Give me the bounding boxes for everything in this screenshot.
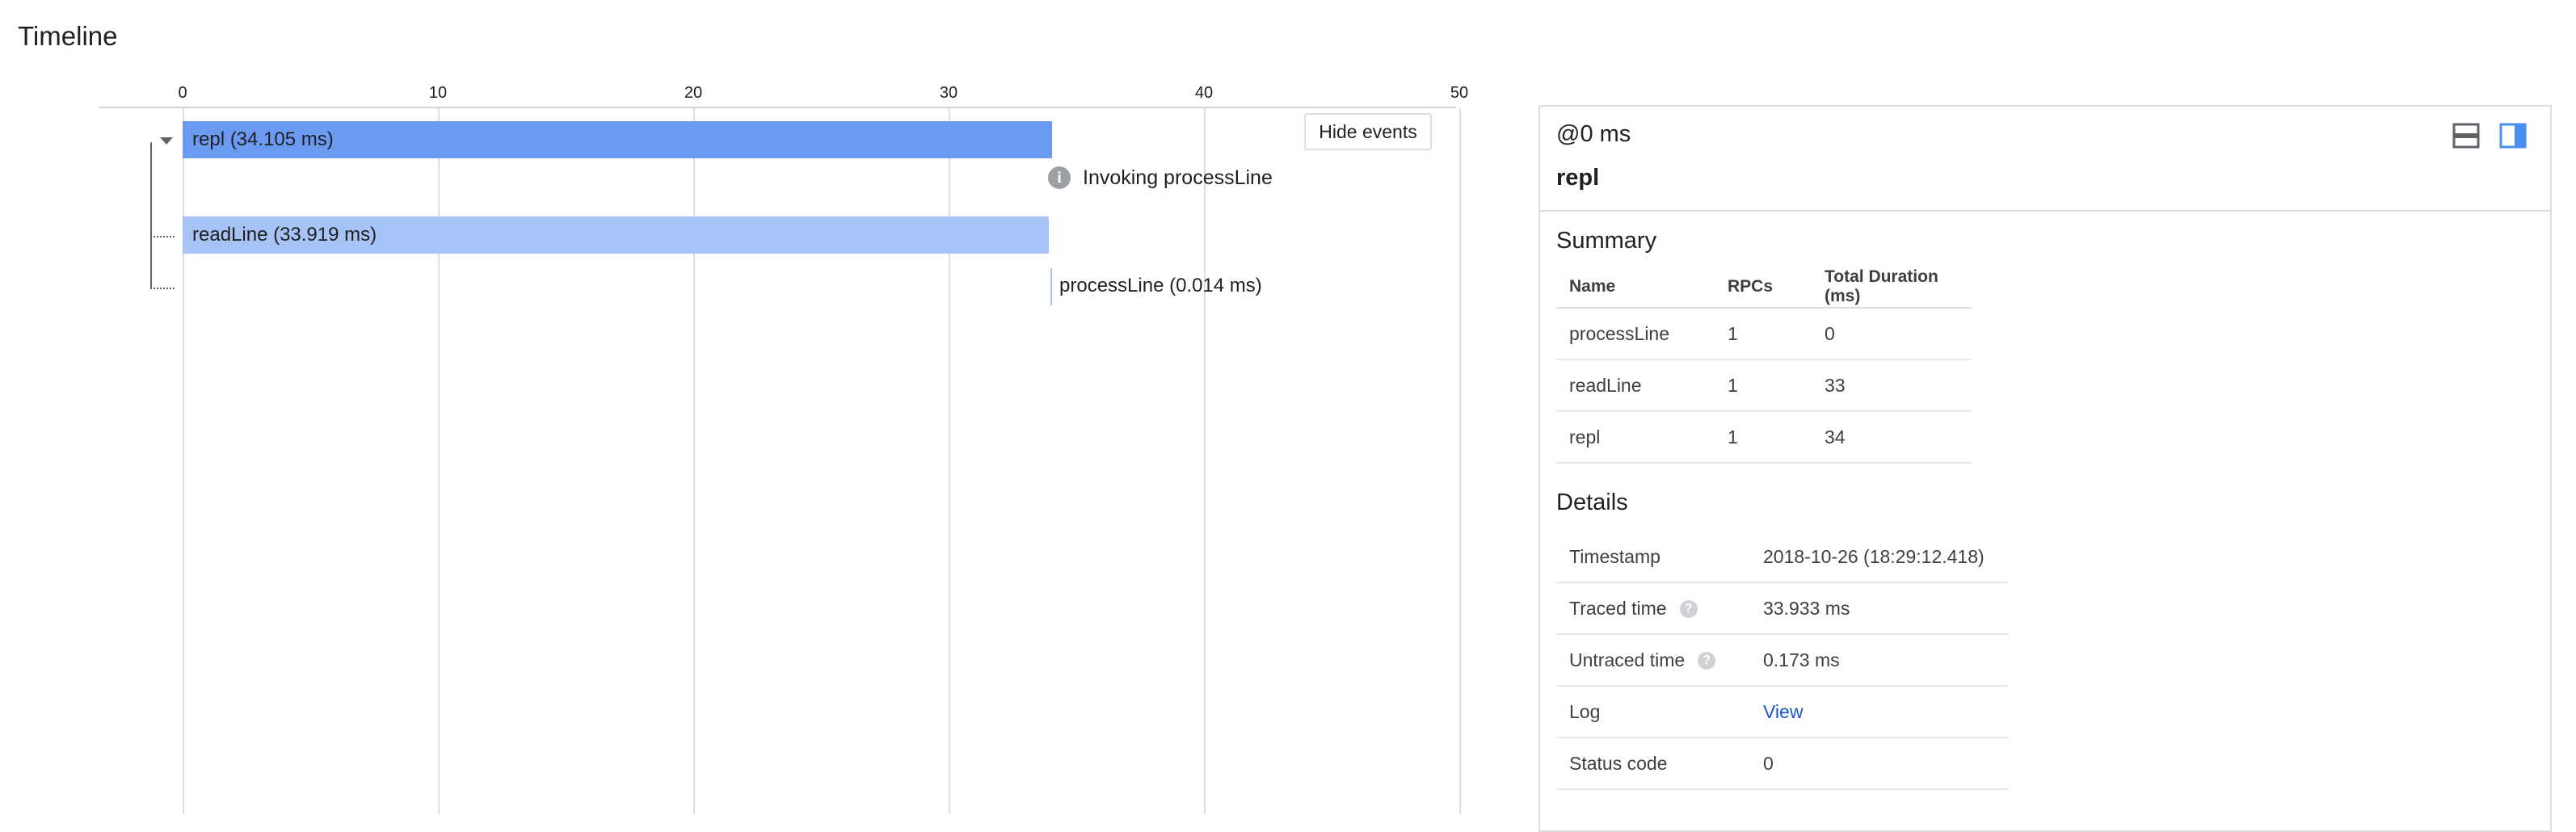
grid-line: [1204, 108, 1206, 814]
detail-value: 0.173 ms: [1750, 634, 2009, 687]
summary-table: Name RPCs Total Duration (ms) processLin…: [1556, 267, 1972, 464]
summary-cell: 33: [1812, 359, 1972, 412]
help-icon[interactable]: ?: [1698, 652, 1716, 670]
span-bar-repl[interactable]: repl (34.105 ms): [183, 121, 1052, 158]
table-row: Timestamp 2018-10-26 (18:29:12.418): [1556, 532, 2009, 583]
axis-tick: 0: [178, 84, 187, 102]
details-table: Timestamp 2018-10-26 (18:29:12.418) Trac…: [1556, 532, 2009, 790]
detail-value: 0: [1750, 737, 2009, 790]
table-row: readLine 1 33: [1556, 359, 1972, 412]
tree-connector: [150, 142, 152, 289]
split-vertical-icon[interactable]: [2497, 120, 2529, 152]
tree-branch: [150, 288, 175, 289]
detail-label: Timestamp: [1556, 532, 1750, 583]
detail-value: 2018-10-26 (18:29:12.418): [1750, 532, 2009, 583]
table-row: repl 1 34: [1556, 411, 1972, 464]
summary-cell: 1: [1715, 359, 1812, 412]
detail-value: View: [1750, 686, 2009, 738]
hide-events-button[interactable]: Hide events: [1304, 113, 1432, 150]
event-label: Invoking processLine: [1083, 166, 1273, 189]
collapse-caret-icon[interactable]: [160, 137, 173, 145]
detail-label: Traced time?: [1556, 582, 1750, 635]
details-panel: @0 ms repl Summary Name RPCs Total Durat…: [1538, 105, 2552, 832]
panel-header: @0 ms repl: [1540, 107, 2550, 212]
span-time-label: @0 ms: [1556, 121, 1631, 147]
column-header: Name: [1556, 267, 1715, 309]
axis-tick: 50: [1450, 84, 1469, 102]
table-row: Status code 0: [1556, 737, 2009, 790]
summary-cell: 1: [1715, 411, 1812, 464]
summary-cell: 1: [1715, 308, 1812, 360]
grid-line: [949, 108, 950, 814]
span-bar-readline[interactable]: readLine (33.919 ms): [183, 216, 1049, 254]
span-bar-processline[interactable]: [1050, 268, 1052, 305]
span-label-repl: repl (34.105 ms): [192, 128, 334, 150]
span-label-processline[interactable]: processLine (0.014 ms): [1059, 275, 1262, 296]
table-row: Traced time? 33.933 ms: [1556, 582, 2009, 635]
grid-line: [693, 108, 695, 814]
axis-line: [99, 107, 1456, 108]
info-icon: i: [1048, 166, 1071, 189]
details-title: Details: [1556, 490, 1628, 515]
summary-title: Summary: [1556, 228, 1657, 254]
summary-cell: processLine: [1556, 308, 1715, 360]
summary-cell: 0: [1812, 308, 1972, 360]
axis-tick: 30: [939, 84, 958, 102]
column-header: Total Duration (ms): [1812, 267, 1972, 309]
table-row: Untraced time? 0.173 ms: [1556, 634, 2009, 687]
summary-cell: 34: [1812, 411, 1972, 464]
detail-label: Status code: [1556, 737, 1750, 790]
axis-tick: 40: [1194, 84, 1214, 102]
page-title: Timeline: [18, 21, 118, 51]
grid-line: [183, 108, 184, 814]
table-header-row: Name RPCs Total Duration (ms): [1556, 267, 1972, 309]
summary-cell: readLine: [1556, 359, 1715, 412]
detail-value: 33.933 ms: [1750, 582, 2009, 635]
span-label-readline: readLine (33.919 ms): [192, 224, 377, 246]
table-row: Log View: [1556, 686, 2009, 738]
table-row: processLine 1 0: [1556, 308, 1972, 360]
split-horizontal-icon[interactable]: [2450, 120, 2482, 152]
detail-label: Log: [1556, 686, 1750, 738]
grid-line: [438, 108, 440, 814]
detail-label: Untraced time?: [1556, 634, 1750, 687]
help-icon[interactable]: ?: [1679, 600, 1698, 619]
view-log-link[interactable]: View: [1763, 700, 1804, 722]
column-header: RPCs: [1715, 267, 1812, 309]
grid-line: [1459, 108, 1461, 814]
tree-branch: [150, 236, 175, 237]
summary-cell: repl: [1556, 411, 1715, 464]
span-name-heading: repl: [1556, 165, 1600, 191]
axis-tick: 10: [428, 84, 448, 102]
axis-tick: 20: [684, 84, 703, 102]
